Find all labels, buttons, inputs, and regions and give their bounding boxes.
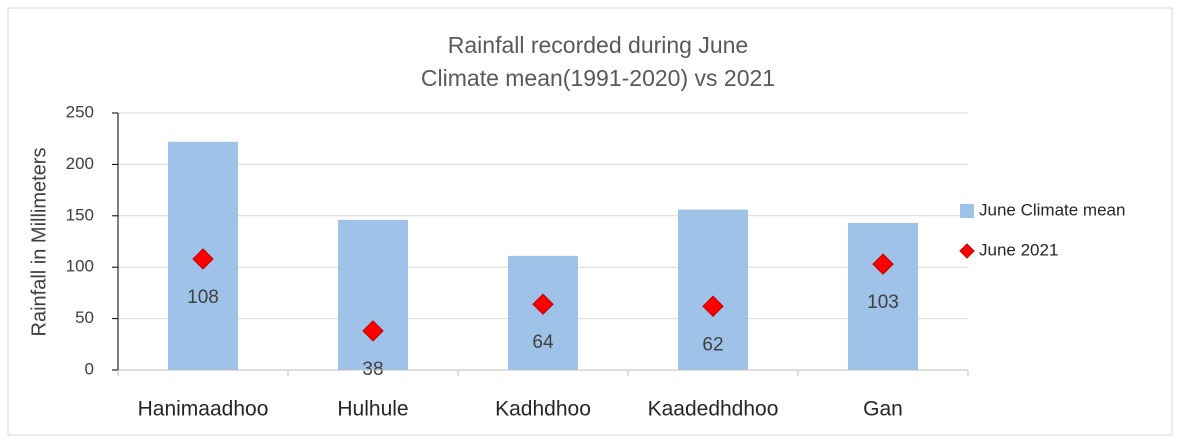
data-label: 62 <box>702 334 723 355</box>
data-label: 38 <box>362 359 383 380</box>
legend-swatch <box>959 243 975 259</box>
y-tick-label: 50 <box>75 308 94 327</box>
y-axis-label: Rainfall in Millimeters <box>28 148 50 337</box>
bar <box>678 209 748 370</box>
x-tick-label: Gan <box>863 398 903 421</box>
x-tick-label: Kadhdhoo <box>495 398 591 421</box>
y-tick-label: 100 <box>66 257 94 276</box>
legend-swatch <box>960 204 974 218</box>
x-tick-label: Hanimaadhoo <box>138 398 269 421</box>
data-label: 64 <box>532 332 554 353</box>
diamond-marker <box>192 248 214 270</box>
y-tick-label: 150 <box>66 205 94 224</box>
legend-label: June Climate mean <box>979 200 1125 219</box>
diamond-marker <box>532 293 554 315</box>
data-label: 103 <box>867 292 899 313</box>
y-tick-label: 0 <box>85 359 94 378</box>
diamond-marker <box>362 320 384 342</box>
chart-title: Rainfall recorded during June <box>448 32 748 58</box>
x-tick-label: Kaadedhdhoo <box>648 398 779 421</box>
x-tick-label: Hulhule <box>337 398 408 421</box>
diamond-marker <box>702 295 724 317</box>
data-label: 108 <box>187 287 219 308</box>
bar <box>848 222 918 370</box>
y-tick-label: 200 <box>66 154 94 173</box>
legend-label: June 2021 <box>979 240 1058 259</box>
y-tick-label: 250 <box>66 102 94 121</box>
chart-subtitle: Climate mean(1991-2020) vs 2021 <box>421 65 775 91</box>
diamond-marker <box>872 253 894 275</box>
bar <box>338 219 408 370</box>
